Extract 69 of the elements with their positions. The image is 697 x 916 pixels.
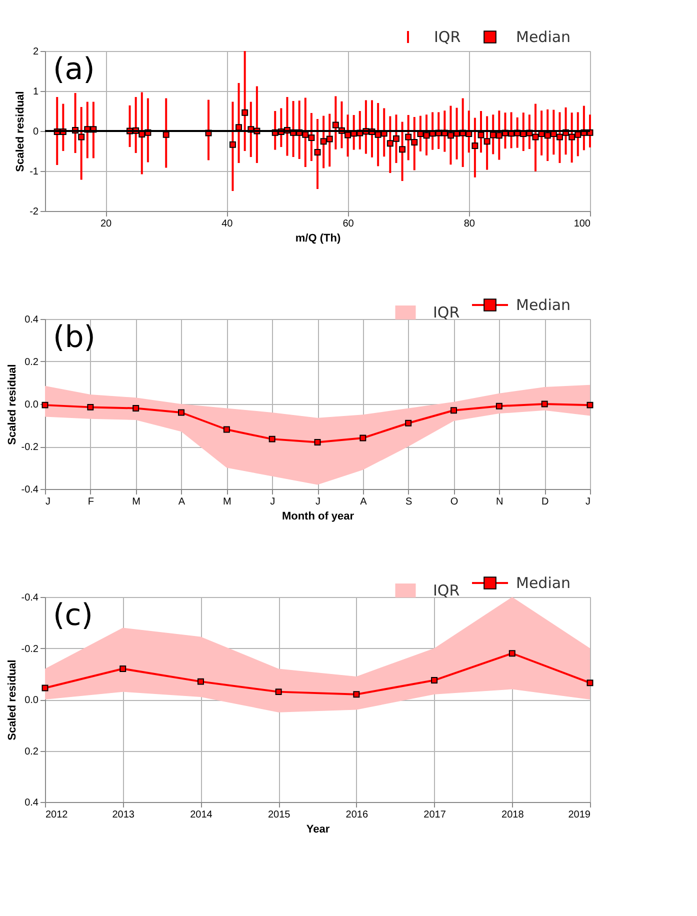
x-tick-label: S [405,496,412,508]
x-tick-label: 2012 [46,810,68,820]
x-tick-label: 40 [222,218,234,230]
x-tick-label: J [46,496,50,508]
x-tick-label: 60 [342,218,354,230]
point [586,402,594,408]
y-axis-title: Scaled residual [6,364,18,445]
y-axis-title: Scaled residual [6,660,18,740]
point [87,404,94,410]
x-tick-label: 20 [100,218,112,230]
annotation: (b) [53,320,96,355]
x-axis-title: Month of year [282,510,355,522]
y-tick-label: -0.4 [21,484,39,496]
legend-label: Median [516,296,571,314]
x-tick-label: A [178,496,186,508]
annotation: (c) [53,598,93,633]
y-tick-label: 0.0 [24,695,39,706]
legend-label: Median [516,28,571,46]
x-tick-label: 2019 [568,810,591,820]
text: IQR [434,28,461,46]
x-tick-label: N [496,496,504,508]
point [496,402,502,410]
y-tick-label: 0.2 [24,746,39,758]
y-tick-label: 0.4 [24,798,39,808]
y-tick-label: 0.4 [24,314,39,326]
x-tick-label: F [88,496,94,508]
x-tick-label: 100 [574,218,591,230]
legend-label: Median [516,574,571,592]
y-tick-label: 0.0 [24,400,39,410]
x-tick-label: 2014 [190,810,213,820]
point [42,402,48,408]
x-tick-label: 2016 [346,810,368,820]
point [268,436,276,442]
y-tick-label: 2 [32,46,39,58]
annotation: IQR [433,304,460,322]
x-tick-label: J [316,496,320,508]
point [223,426,230,433]
y-axis-title: Scaled residual [14,91,27,172]
y-tick-label: -1 [30,166,39,178]
x-tick-label: A [360,496,368,508]
annotation: (a) [53,52,95,87]
point [541,400,548,408]
point [132,405,140,412]
x-tick-label: 2017 [424,810,446,820]
x-tick-label: M [222,496,232,508]
point [360,434,366,442]
x-tick-label: 2018 [502,810,524,820]
point [314,439,321,446]
x-tick-label: 2015 [268,810,291,820]
y-tick-label: 0 [32,126,39,138]
point [450,407,457,414]
x-tick-label: O [450,496,458,508]
x-tick-label: M [132,496,141,508]
x-tick-label: 2013 [112,810,135,820]
y-tick-label: -0.2 [21,442,39,453]
y-tick-label: 0.2 [24,357,39,368]
x-tick-label: 80 [464,218,476,230]
x-tick-label: J [586,496,590,508]
x-tick-label: D [541,496,549,508]
y-tick-label: 1 [32,86,39,98]
point [405,420,412,426]
y-tick-label: -0.2 [21,644,39,655]
point [178,409,184,416]
annotation: IQR [433,582,460,600]
y-tick-label: -0.4 [21,592,39,604]
x-axis-title: m/Q (Th) [295,232,341,244]
x-axis-title: Year [306,824,330,836]
x-tick-label: J [270,496,276,508]
y-tick-label: -2 [30,206,39,218]
